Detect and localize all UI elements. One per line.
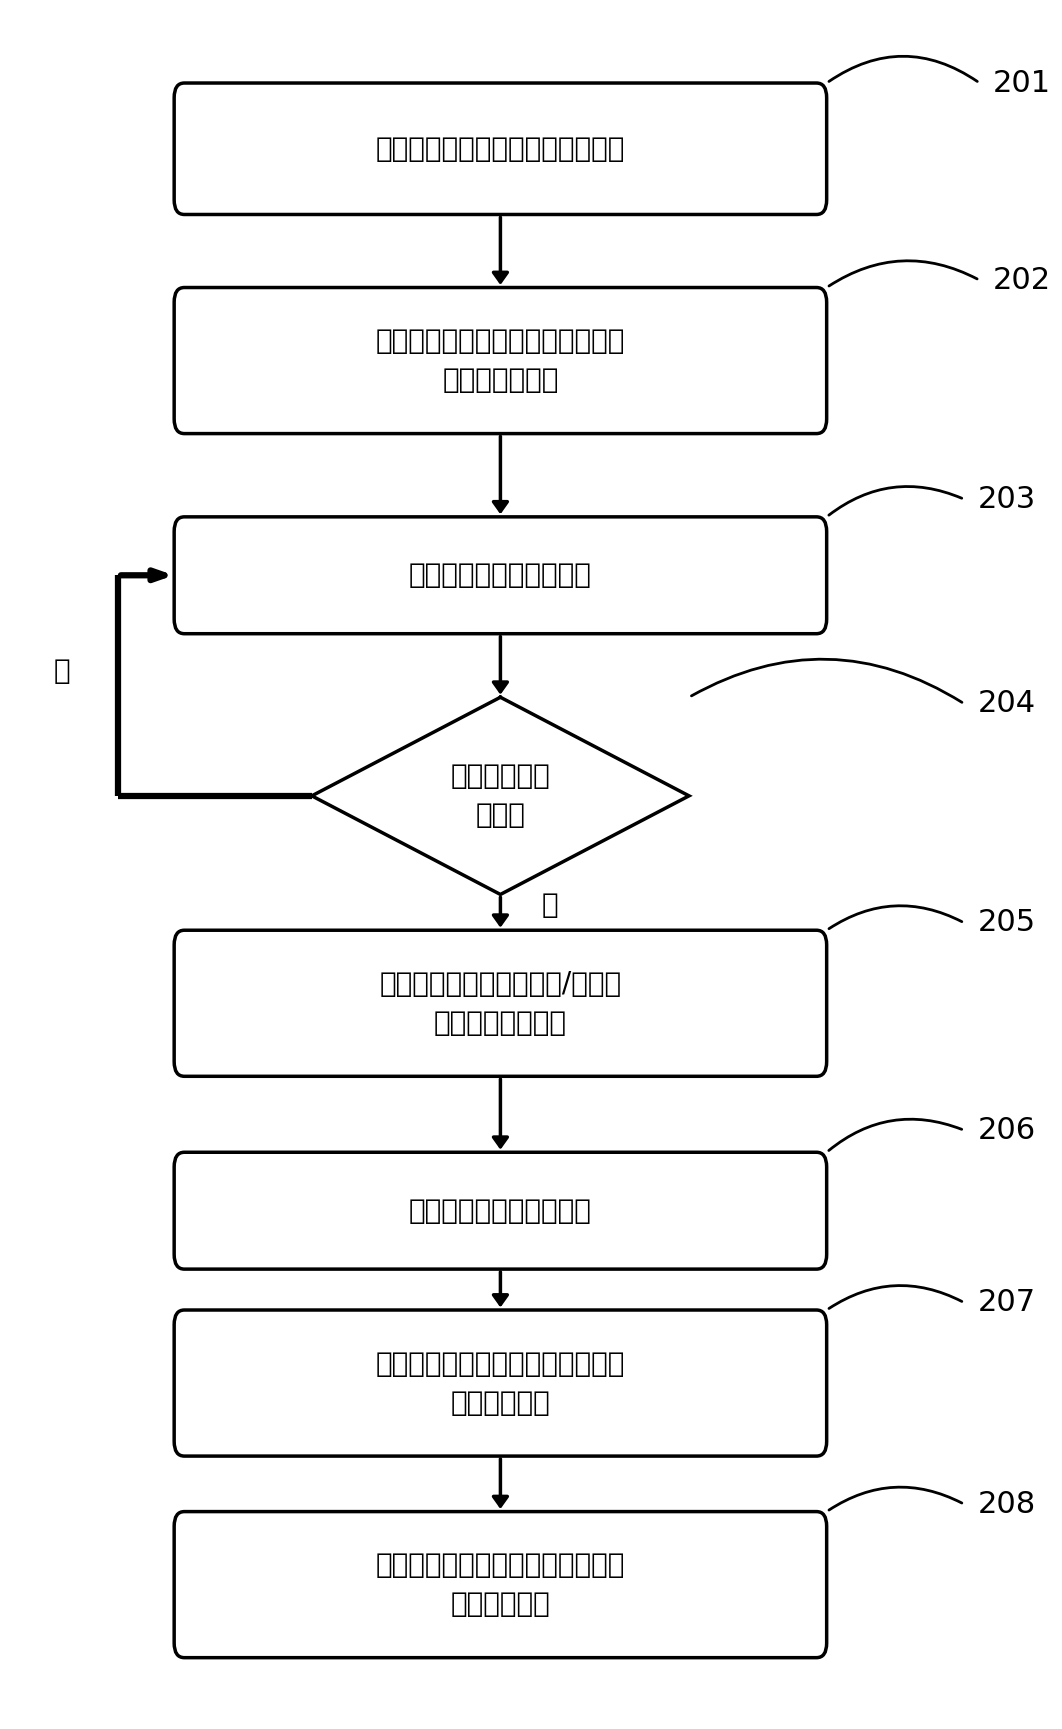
Text: 确定作者名称和音乐名称所对应的
歌曲存储信息: 确定作者名称和音乐名称所对应的 歌曲存储信息 [376,1350,626,1416]
Text: 手机端播放音乐并通过蓝牙传输信
息至车载大屏端: 手机端播放音乐并通过蓝牙传输信 息至车载大屏端 [376,327,626,394]
Text: 203: 203 [977,484,1035,514]
FancyBboxPatch shape [174,1511,826,1658]
Text: 202: 202 [993,266,1051,294]
FancyBboxPatch shape [174,287,826,434]
Text: 获取用于表征音乐名称和/或作者
信息的字符串信息: 获取用于表征音乐名称和/或作者 信息的字符串信息 [379,970,621,1037]
Polygon shape [312,697,689,894]
FancyBboxPatch shape [174,517,826,635]
Text: 206: 206 [977,1115,1035,1145]
Text: 否: 否 [54,657,70,685]
FancyBboxPatch shape [174,1152,826,1269]
FancyBboxPatch shape [174,930,826,1075]
Text: 车载大屏端将歌曲存储信息保存至
本地播放列表: 车载大屏端将歌曲存储信息保存至 本地播放列表 [376,1551,626,1618]
Text: 车载大屏端接收蓝牙信息: 车载大屏端接收蓝牙信息 [409,562,592,590]
Text: 蓝牙协议信息
稳定？: 蓝牙协议信息 稳定？ [450,762,550,830]
Text: 201: 201 [993,69,1051,97]
Text: 208: 208 [977,1490,1035,1518]
Text: 205: 205 [977,908,1035,937]
Text: 207: 207 [977,1288,1035,1317]
FancyBboxPatch shape [174,83,826,214]
Text: 是: 是 [542,890,558,920]
Text: 确定作者名称和音乐名称: 确定作者名称和音乐名称 [409,1196,592,1224]
FancyBboxPatch shape [174,1311,826,1456]
Text: 204: 204 [977,690,1035,718]
Text: 车载大屏端与手机端蓝牙连接成功: 车载大屏端与手机端蓝牙连接成功 [376,135,626,163]
